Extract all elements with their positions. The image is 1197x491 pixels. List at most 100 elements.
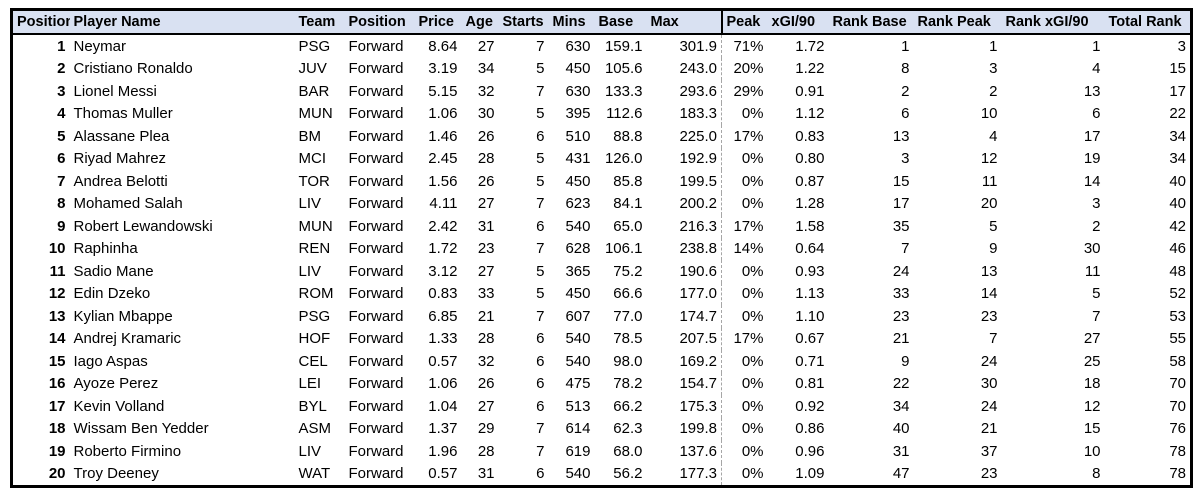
cell-position_rank[interactable]: 11 — [49, 262, 66, 280]
cell-player_name[interactable]: Neymar — [73, 37, 127, 55]
cell-xgi_per_90[interactable]: 0.93 — [795, 262, 825, 280]
cell-rank_base[interactable]: 8 — [901, 60, 910, 78]
cell-starts[interactable]: 5 — [536, 285, 545, 303]
cell-price[interactable]: 1.37 — [428, 420, 458, 438]
cell-mins[interactable]: 540 — [565, 465, 591, 483]
cell-rank_xgi_90[interactable]: 10 — [1083, 442, 1101, 460]
cell-team[interactable]: PSG — [298, 307, 331, 325]
cell-mins[interactable]: 540 — [565, 217, 591, 235]
cell-base[interactable]: 85.8 — [613, 172, 643, 190]
cell-team[interactable]: BAR — [298, 82, 330, 100]
cell-peak[interactable]: 20% — [721, 57, 768, 80]
cell-rank_base[interactable]: 7 — [901, 240, 910, 258]
cell-base[interactable]: 84.1 — [613, 195, 643, 213]
cell-rank_peak[interactable]: 20 — [980, 195, 998, 213]
cell-price[interactable]: 1.33 — [428, 330, 458, 348]
cell-max[interactable]: 177.0 — [679, 285, 717, 303]
cell-mins[interactable]: 628 — [565, 240, 591, 258]
cell-starts[interactable]: 6 — [536, 375, 545, 393]
cell-position_rank[interactable]: 17 — [48, 397, 66, 415]
cell-max[interactable]: 301.9 — [679, 37, 717, 55]
cell-rank_base[interactable]: 24 — [892, 262, 910, 280]
column-header-rank-xgi-90[interactable]: Rank xGI/90 — [1001, 9, 1105, 35]
cell-position_rank[interactable]: 14 — [48, 330, 66, 348]
cell-position_rank[interactable]: 7 — [57, 172, 66, 190]
cell-starts[interactable]: 6 — [536, 127, 545, 145]
cell-rank_peak[interactable]: 13 — [980, 262, 998, 280]
cell-rank_xgi_90[interactable]: 2 — [1092, 217, 1101, 235]
cell-price[interactable]: 4.11 — [429, 195, 458, 213]
cell-rank_xgi_90[interactable]: 19 — [1083, 150, 1101, 168]
cell-peak[interactable]: 0% — [721, 260, 768, 283]
cell-total_rank[interactable]: 76 — [1169, 420, 1186, 438]
cell-base[interactable]: 68.0 — [613, 442, 643, 460]
cell-mins[interactable]: 540 — [565, 352, 591, 370]
cell-starts[interactable]: 6 — [536, 352, 545, 370]
cell-age[interactable]: 27 — [477, 262, 495, 280]
cell-price[interactable]: 1.46 — [428, 127, 458, 145]
cell-rank_xgi_90[interactable]: 11 — [1084, 262, 1101, 280]
cell-age[interactable]: 28 — [477, 330, 495, 348]
cell-position_rank[interactable]: 5 — [57, 127, 66, 145]
cell-price[interactable]: 6.85 — [428, 307, 458, 325]
column-header-price[interactable]: Price — [414, 9, 462, 35]
cell-player_name[interactable]: Troy Deeney — [73, 465, 159, 483]
cell-starts[interactable]: 7 — [536, 82, 545, 100]
cell-base[interactable]: 126.0 — [604, 150, 643, 168]
cell-max[interactable]: 199.5 — [679, 172, 717, 190]
cell-rank_base[interactable]: 22 — [892, 375, 910, 393]
cell-starts[interactable]: 6 — [536, 217, 545, 235]
cell-base[interactable]: 66.2 — [613, 397, 643, 415]
cell-max[interactable]: 154.7 — [679, 375, 717, 393]
cell-team[interactable]: HOF — [298, 330, 331, 348]
cell-position[interactable]: Forward — [348, 82, 404, 100]
cell-rank_xgi_90[interactable]: 18 — [1083, 375, 1101, 393]
cell-xgi_per_90[interactable]: 0.92 — [795, 397, 825, 415]
cell-total_rank[interactable]: 40 — [1169, 172, 1186, 190]
cell-rank_xgi_90[interactable]: 30 — [1083, 240, 1101, 258]
cell-team[interactable]: CEL — [298, 352, 328, 370]
cell-xgi_per_90[interactable]: 0.67 — [795, 330, 825, 348]
cell-rank_xgi_90[interactable]: 5 — [1092, 285, 1101, 303]
cell-team[interactable]: LIV — [298, 262, 322, 280]
cell-rank_peak[interactable]: 10 — [980, 105, 998, 123]
cell-max[interactable]: 175.3 — [679, 397, 717, 415]
cell-starts[interactable]: 5 — [536, 60, 545, 78]
cell-max[interactable]: 169.2 — [679, 352, 717, 370]
cell-player_name[interactable]: Thomas Muller — [73, 105, 173, 123]
cell-team[interactable]: ROM — [298, 285, 334, 303]
cell-starts[interactable]: 7 — [536, 307, 545, 325]
cell-mins[interactable]: 513 — [565, 397, 591, 415]
cell-xgi_per_90[interactable]: 0.64 — [795, 240, 825, 258]
cell-mins[interactable]: 607 — [565, 307, 591, 325]
cell-mins[interactable]: 475 — [565, 375, 591, 393]
column-header-age[interactable]: Age — [461, 9, 499, 35]
cell-position[interactable]: Forward — [348, 60, 404, 78]
cell-price[interactable]: 1.72 — [428, 240, 458, 258]
cell-player_name[interactable]: Robert Lewandowski — [73, 217, 213, 235]
cell-xgi_per_90[interactable]: 0.81 — [795, 375, 825, 393]
cell-rank_xgi_90[interactable]: 8 — [1092, 465, 1101, 483]
cell-peak[interactable]: 0% — [721, 417, 768, 440]
cell-rank_xgi_90[interactable]: 27 — [1083, 330, 1101, 348]
cell-price[interactable]: 2.42 — [428, 217, 458, 235]
cell-price[interactable]: 0.57 — [428, 465, 458, 483]
cell-rank_base[interactable]: 40 — [892, 420, 910, 438]
cell-total_rank[interactable]: 58 — [1169, 352, 1186, 370]
cell-rank_xgi_90[interactable]: 12 — [1083, 397, 1101, 415]
cell-xgi_per_90[interactable]: 0.96 — [795, 442, 825, 460]
cell-total_rank[interactable]: 78 — [1169, 442, 1186, 460]
cell-starts[interactable]: 5 — [536, 105, 545, 123]
cell-base[interactable]: 56.2 — [613, 465, 643, 483]
cell-price[interactable]: 1.04 — [428, 397, 458, 415]
cell-rank_xgi_90[interactable]: 14 — [1083, 172, 1101, 190]
cell-rank_xgi_90[interactable]: 1 — [1092, 37, 1101, 55]
cell-rank_base[interactable]: 31 — [892, 442, 910, 460]
cell-total_rank[interactable]: 42 — [1169, 217, 1186, 235]
cell-starts[interactable]: 6 — [536, 330, 545, 348]
cell-price[interactable]: 3.12 — [428, 262, 458, 280]
cell-position[interactable]: Forward — [348, 375, 404, 393]
column-header-player-name[interactable]: Player Name — [69, 9, 295, 35]
cell-max[interactable]: 293.6 — [679, 82, 717, 100]
cell-rank_peak[interactable]: 9 — [989, 240, 998, 258]
